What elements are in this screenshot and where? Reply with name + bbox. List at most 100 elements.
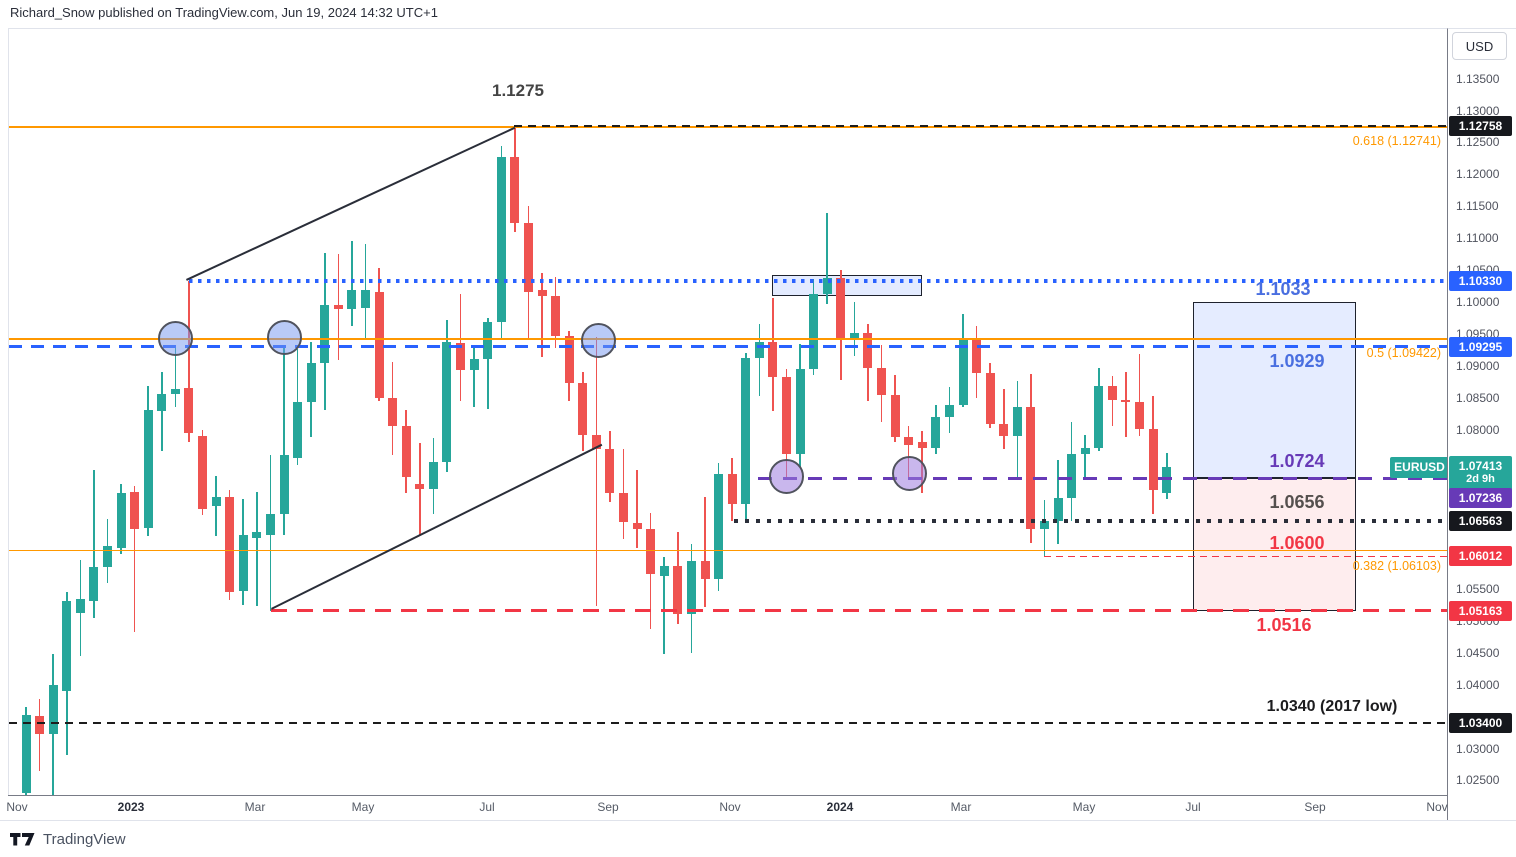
candle-body — [157, 394, 167, 412]
circle-marker[interactable] — [266, 320, 302, 356]
circle-marker[interactable] — [580, 322, 616, 358]
circle-marker[interactable] — [768, 458, 804, 494]
candle-wick — [161, 372, 163, 452]
candle-body — [102, 545, 112, 567]
fib-label: 0.618 (1.12741) — [1352, 134, 1441, 148]
candle-body — [361, 289, 370, 309]
price-axis[interactable]: USD 1.13500 1.13000 1.12500 1.12000 1.11500 1… — [1447, 28, 1516, 821]
level-line-1.034[interactable] — [9, 722, 1448, 724]
fib-retracement-line[interactable] — [9, 126, 1448, 128]
candle-body — [972, 340, 982, 373]
candle-body — [727, 474, 737, 504]
candle-body — [809, 294, 819, 369]
price-annotation[interactable]: 1.0929 — [1269, 350, 1325, 371]
candle-wick — [486, 317, 489, 409]
candle-body — [225, 496, 235, 592]
level-line-1.06563[interactable] — [734, 519, 1448, 523]
time-axis[interactable]: Nov 2023 Mar May Jul Sep Nov 2024 Mar May Jul Sep No… — [6, 795, 1448, 821]
price-annotation[interactable]: 1.0724 — [1269, 450, 1325, 471]
price-badge-1.07236: 1.07236 — [1449, 488, 1512, 509]
candle-body — [578, 382, 588, 435]
candle-body — [781, 377, 791, 455]
candle-wick — [595, 337, 598, 606]
candle-body — [659, 566, 669, 577]
candle-wick — [1084, 435, 1087, 479]
candle-body — [877, 367, 887, 396]
price-annotation[interactable]: 1.0600 — [1269, 532, 1325, 553]
candle-wick — [133, 485, 136, 633]
price-tick-label: 1.03000 — [1456, 741, 1500, 756]
time-tick-label: 2024 — [826, 800, 854, 814]
price-badge-1.06563: 1.06563 — [1449, 511, 1512, 532]
price-tick-label: 1.05500 — [1456, 582, 1500, 597]
bar-countdown: 2d 9h — [1466, 473, 1495, 485]
currency-usd-button[interactable]: USD — [1452, 32, 1507, 60]
price-badge-1.06012: 1.06012 — [1449, 546, 1512, 567]
candle-wick — [1002, 389, 1005, 450]
candle-body — [1026, 406, 1036, 530]
candle-wick — [1138, 354, 1141, 436]
level-line-1.07236[interactable] — [758, 476, 1448, 480]
price-badge-1.09295: 1.09295 — [1449, 336, 1512, 357]
price-tick-label: 1.04500 — [1456, 645, 1500, 660]
level-line-1.06012[interactable] — [1044, 555, 1448, 558]
candle-body — [605, 448, 615, 494]
candle-body — [564, 335, 574, 383]
publish-attribution: Richard_Snow published on TradingView.co… — [10, 5, 438, 20]
candle-body — [198, 435, 208, 510]
candle-body — [1107, 386, 1117, 400]
price-annotation[interactable]: 1.1033 — [1255, 278, 1311, 299]
chart-plot-area[interactable]: 1.1275 1.1033 1.0929 1.0724 1.0656 1.0600 1.05… — [8, 28, 1448, 796]
fib-retracement-line[interactable] — [9, 338, 1448, 340]
candle-body — [551, 296, 561, 336]
candle-wick — [636, 469, 638, 548]
candle-body — [958, 340, 968, 406]
candle-body — [252, 531, 262, 538]
candle-wick — [663, 556, 666, 655]
fib-retracement-line[interactable] — [9, 549, 1448, 552]
candle-wick — [473, 345, 475, 408]
candle-body — [130, 492, 140, 530]
candle-body — [35, 716, 45, 734]
time-tick-label: May — [1072, 800, 1096, 814]
fib-label: 0.382 (1.06103) — [1352, 559, 1441, 573]
price-annotation[interactable]: 1.0516 — [1256, 614, 1312, 635]
candle-body — [795, 368, 805, 455]
candle-wick — [351, 240, 353, 326]
level-line-1.12758[interactable] — [514, 125, 1448, 127]
time-tick-label: Nov — [719, 800, 741, 814]
price-tick-label: 1.12500 — [1456, 135, 1500, 150]
time-tick-label: Sep — [1304, 800, 1326, 814]
level-line-1.1033[interactable] — [189, 279, 1448, 283]
candle-body — [21, 715, 31, 794]
candle-wick — [256, 492, 258, 606]
price-annotation[interactable]: 1.1275 — [492, 81, 544, 101]
candle-wick — [419, 442, 421, 535]
price-annotation[interactable]: 1.0656 — [1269, 491, 1325, 512]
candle-body — [849, 333, 859, 338]
tradingview-logo-text[interactable]: TradingView — [43, 830, 126, 848]
candle-body — [1053, 498, 1063, 522]
circle-marker[interactable] — [891, 456, 927, 492]
candle-body — [632, 522, 642, 530]
tradingview-logo-icon[interactable] — [10, 832, 36, 847]
time-tick-label: Nov — [6, 800, 28, 814]
candle-body — [537, 290, 547, 297]
candle-wick — [907, 425, 910, 480]
candle-body — [265, 514, 275, 535]
price-tick-label: 1.04000 — [1456, 677, 1500, 692]
price-annotation[interactable]: 1.0340 (2017 low) — [1266, 698, 1398, 716]
level-line-1.09295[interactable] — [9, 345, 1448, 349]
circle-marker[interactable] — [157, 321, 193, 357]
upside-target-zone[interactable] — [1193, 301, 1356, 479]
level-line-1.05163[interactable] — [271, 608, 1448, 613]
price-tick-label: 1.11000 — [1456, 231, 1499, 246]
candle-body — [442, 342, 452, 463]
candle-body — [279, 455, 289, 515]
candle-wick — [758, 324, 761, 397]
candle-wick — [704, 497, 706, 607]
candle-body — [714, 474, 724, 580]
candle-body — [754, 341, 764, 359]
candle-body — [1135, 402, 1145, 429]
